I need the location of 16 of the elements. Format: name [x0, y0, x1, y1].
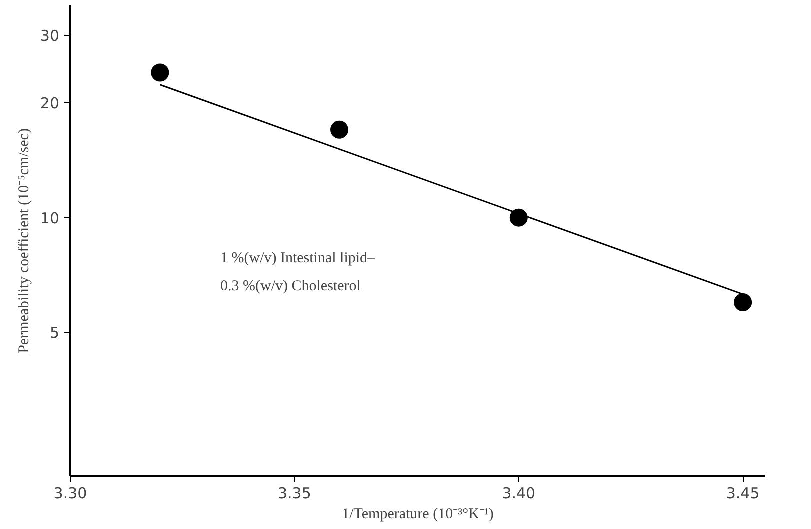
x-tick-label: 3.45: [726, 484, 760, 502]
annotation: 1 %(w/v) Intestinal lipid–: [220, 250, 376, 266]
point: [510, 208, 528, 227]
x-tick-label: 3.30: [54, 484, 88, 502]
y-tick-label: 10: [40, 209, 60, 228]
x-axis-title: 1/Temperature (10⁻³°K⁻¹): [342, 506, 494, 522]
x-tick-label: 3.35: [278, 484, 312, 502]
point: [151, 64, 170, 82]
y-axis-title: Permeability coefficient (10⁻⁵cm/sec): [16, 128, 32, 354]
y-tick-label: 30: [40, 27, 60, 46]
point: [734, 294, 752, 312]
annotation: 0.3 %(w/v) Cholesterol: [220, 278, 361, 294]
y-tick-label: 20: [40, 94, 60, 112]
y-tick-label: 5: [50, 324, 60, 342]
point: [330, 120, 349, 139]
x-tick-label: 3.40: [502, 484, 536, 502]
